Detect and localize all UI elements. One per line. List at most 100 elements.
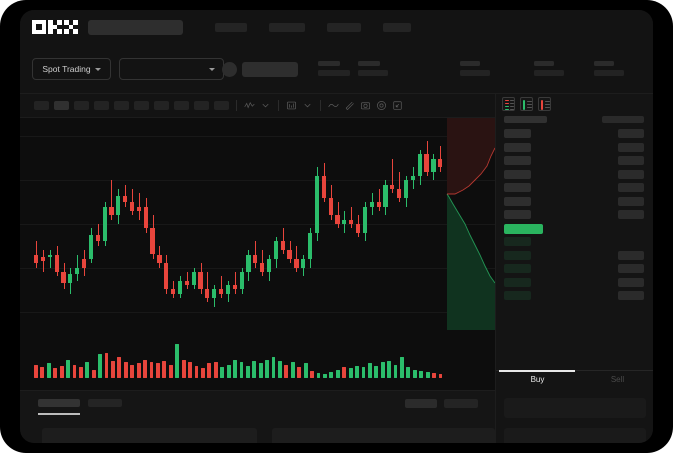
orderbook-ask-row[interactable] <box>504 142 531 152</box>
volume-chart[interactable] <box>20 330 495 390</box>
candle-body <box>349 219 354 224</box>
candle-body <box>369 202 374 207</box>
orderbook-bid-row[interactable] <box>504 237 531 246</box>
orderbook-asks-icon[interactable] <box>538 97 551 111</box>
candle-body <box>205 289 210 299</box>
bottom-tab-1[interactable] <box>88 399 122 407</box>
timeframe-4[interactable] <box>114 101 129 110</box>
line-chart-icon[interactable] <box>328 100 339 111</box>
timeframe-5[interactable] <box>134 101 149 110</box>
bottom-action-1[interactable] <box>444 399 478 408</box>
candle-body <box>47 254 52 257</box>
orderbook-ask-row[interactable] <box>504 169 531 179</box>
candle-wick <box>42 250 44 272</box>
camera-icon[interactable] <box>360 100 371 111</box>
order-field-1[interactable] <box>504 428 646 443</box>
volume-bar <box>181 359 186 378</box>
logo-glyph-o <box>32 20 46 34</box>
trading-pair-selector[interactable] <box>119 58 224 80</box>
top-navigation-bar <box>20 10 653 44</box>
orderbook-bid-row[interactable] <box>504 250 531 260</box>
volume-bar <box>200 368 205 378</box>
timeframe-1[interactable] <box>54 101 69 110</box>
volume-bar <box>265 359 270 378</box>
volume-bar <box>85 362 90 378</box>
candle-wick <box>399 171 401 203</box>
candle-body <box>164 263 169 290</box>
avatar <box>222 62 237 77</box>
timeframe-7[interactable] <box>174 101 189 110</box>
nav-item-3[interactable] <box>383 22 411 32</box>
tab-buy[interactable]: Buy <box>530 375 545 384</box>
chevron-down-icon[interactable] <box>302 100 313 111</box>
candle-body <box>95 234 100 242</box>
candle-body <box>88 234 94 259</box>
indicator-icon[interactable] <box>244 100 255 111</box>
nav-item-1[interactable] <box>269 22 305 32</box>
volume-bar <box>117 357 122 378</box>
timeframe-2[interactable] <box>74 101 89 110</box>
orderbook-panel: Buy Sell <box>495 94 653 443</box>
orderbook-bid-row[interactable] <box>504 264 531 273</box>
timeframe-6[interactable] <box>154 101 169 110</box>
settings-icon[interactable] <box>376 100 387 111</box>
candle-wick <box>282 228 284 255</box>
candle-body <box>136 206 141 211</box>
volume-bar <box>367 363 372 378</box>
nav-item-2[interactable] <box>327 22 361 32</box>
volume-bar <box>104 352 109 378</box>
volume-bar <box>59 365 64 378</box>
candle-wick <box>392 158 394 194</box>
nav-item-0[interactable] <box>215 22 247 32</box>
tab-sell[interactable]: Sell <box>610 375 625 384</box>
volume-bar <box>348 368 353 378</box>
candle-body <box>335 215 340 224</box>
orders-list-left <box>42 428 257 443</box>
order-field-0[interactable] <box>504 398 646 418</box>
candle-wick <box>111 180 113 220</box>
magnet-icon[interactable] <box>344 100 355 111</box>
orderbook-amount-cell <box>618 277 644 287</box>
chevron-down-icon[interactable] <box>260 100 271 111</box>
timeframe-8[interactable] <box>194 101 209 110</box>
bottom-tab-0[interactable] <box>38 399 80 407</box>
price-chart[interactable] <box>20 118 495 330</box>
orderbook-ask-row[interactable] <box>504 196 531 206</box>
orderbook-spread-row[interactable] <box>504 223 543 234</box>
timeframe-9[interactable] <box>214 101 229 110</box>
market-type-selector[interactable]: Spot Trading <box>32 58 111 80</box>
volume-bar <box>380 362 385 378</box>
timeframe-0[interactable] <box>34 101 49 110</box>
fullscreen-icon[interactable] <box>392 100 403 111</box>
stat-4 <box>594 61 624 76</box>
okx-logo[interactable] <box>32 20 78 34</box>
volume-bar <box>412 369 417 378</box>
candle-body <box>431 158 436 172</box>
timeframe-3[interactable] <box>94 101 109 110</box>
candle-wick <box>138 193 140 220</box>
volume-bar <box>419 370 424 378</box>
orderbook-ask-row[interactable] <box>504 129 531 138</box>
bottom-action-0[interactable] <box>405 399 437 408</box>
volume-bar <box>387 361 392 378</box>
candle-wick <box>262 250 264 277</box>
orderbook-bid-row[interactable] <box>504 277 531 287</box>
orderbook-ask-row[interactable] <box>504 210 531 219</box>
orderbook-ask-row[interactable] <box>504 183 531 192</box>
orderbook-rows[interactable] <box>496 116 653 306</box>
orderbook-bids-icon[interactable] <box>520 97 533 111</box>
candle-body <box>294 258 299 268</box>
orderbook-both-icon[interactable] <box>502 97 515 111</box>
orderbook-bid-row[interactable] <box>504 291 531 300</box>
candle-body <box>225 285 231 294</box>
compare-icon[interactable] <box>286 100 297 111</box>
candle-body <box>273 241 278 259</box>
search-input[interactable] <box>88 19 183 35</box>
candle-body <box>143 206 148 229</box>
candle-body <box>287 250 292 259</box>
candle-wick <box>234 271 236 294</box>
volume-bar <box>53 368 58 378</box>
candle-body <box>417 154 422 177</box>
candle-wick <box>351 206 353 229</box>
orderbook-ask-row[interactable] <box>504 156 531 165</box>
